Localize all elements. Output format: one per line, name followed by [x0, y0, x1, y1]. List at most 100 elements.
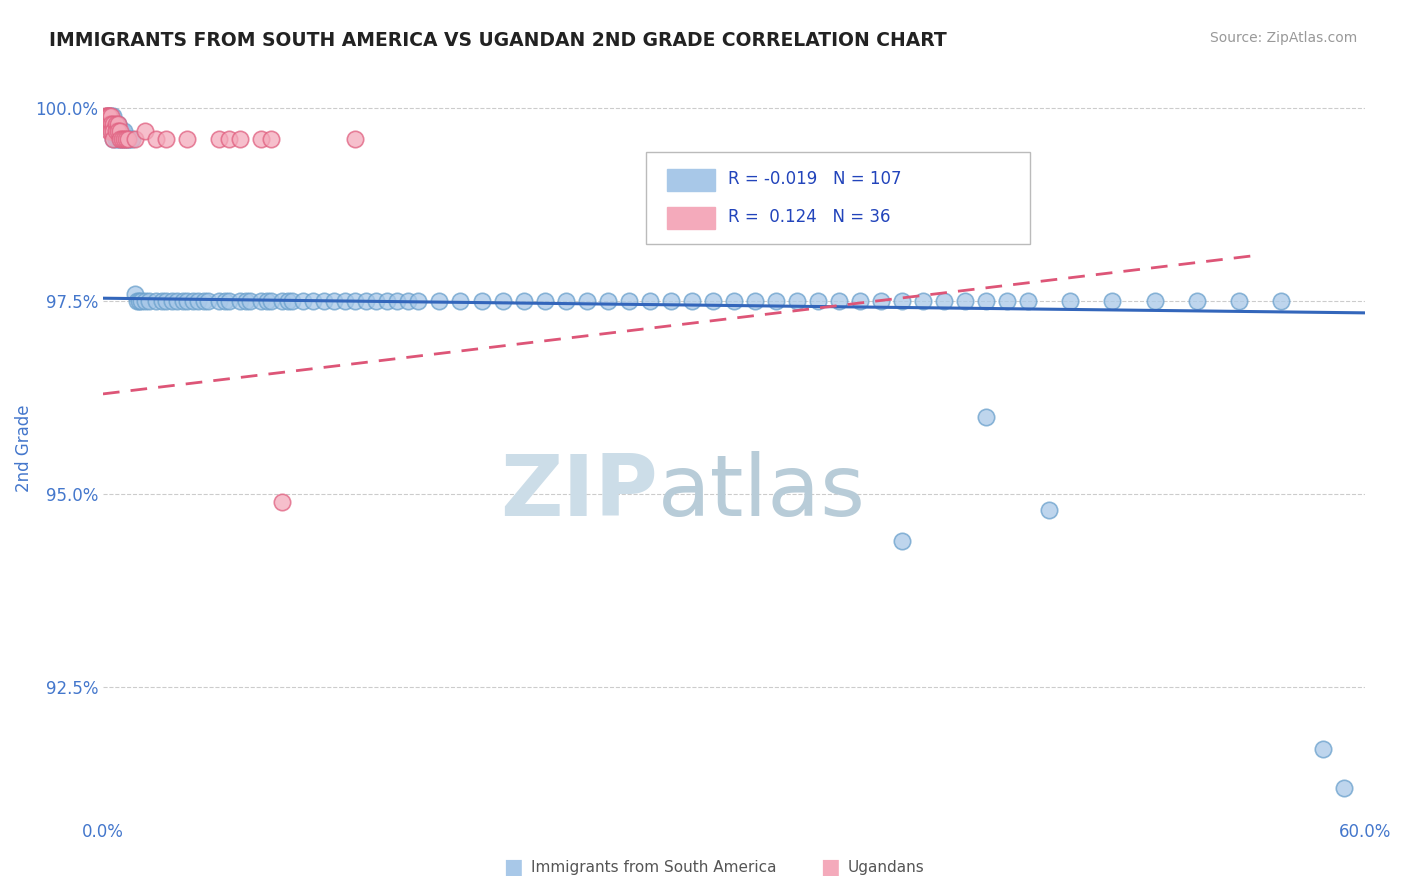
Point [103, 109, 125, 123]
Point [103, 132, 125, 146]
Point [96, 117, 118, 131]
Point [166, 294, 188, 309]
Point [512, 294, 534, 309]
Point [807, 294, 830, 309]
Point [124, 286, 146, 301]
Text: atlas: atlas [658, 451, 866, 534]
Point [108, 124, 131, 138]
Point [291, 294, 314, 309]
Bar [666, 169, 716, 191]
Point [1017, 294, 1039, 309]
Point [117, 132, 139, 146]
Point [112, 132, 135, 146]
Point [1038, 502, 1060, 516]
Point [228, 294, 250, 309]
Point [134, 124, 156, 138]
Point [172, 294, 194, 309]
Point [659, 294, 682, 309]
Point [98, 109, 121, 123]
Point [134, 294, 156, 309]
Point [112, 124, 135, 138]
Point [617, 294, 640, 309]
Point [108, 132, 131, 146]
Point [744, 294, 766, 309]
Point [208, 294, 231, 309]
Point [104, 124, 127, 138]
FancyBboxPatch shape [645, 152, 1031, 244]
Point [103, 124, 125, 138]
Point [235, 294, 257, 309]
Point [100, 124, 122, 138]
Point [344, 294, 367, 309]
Point [955, 294, 977, 309]
Point [107, 124, 129, 138]
Point [108, 132, 131, 146]
Point [366, 294, 388, 309]
Point [94, 109, 117, 123]
Point [239, 294, 262, 309]
Point [124, 132, 146, 146]
Point [107, 117, 129, 131]
Point [302, 294, 325, 309]
Point [155, 132, 177, 146]
Text: Ugandans: Ugandans [848, 860, 925, 874]
Point [974, 294, 997, 309]
Point [256, 294, 278, 309]
Point [912, 294, 935, 309]
Point [1270, 294, 1292, 309]
Point [596, 294, 619, 309]
Point [100, 109, 122, 123]
Point [260, 294, 283, 309]
Point [387, 294, 409, 309]
Point [104, 124, 127, 138]
Point [218, 132, 240, 146]
Point [270, 294, 292, 309]
Point [183, 294, 205, 309]
Point [96, 109, 118, 123]
Point [891, 533, 914, 548]
Point [681, 294, 703, 309]
Point [115, 132, 138, 146]
Point [176, 132, 198, 146]
Point [120, 132, 142, 146]
Point [145, 294, 167, 309]
Point [129, 294, 152, 309]
Point [344, 132, 367, 146]
Point [1333, 780, 1355, 795]
Point [1059, 294, 1081, 309]
Point [103, 117, 125, 131]
Point [228, 132, 250, 146]
Point [333, 294, 356, 309]
Point [115, 132, 138, 146]
Point [100, 124, 122, 138]
Point [995, 294, 1018, 309]
Point [934, 294, 956, 309]
Point [450, 294, 472, 309]
Point [121, 132, 143, 146]
Text: R =  0.124   N = 36: R = 0.124 N = 36 [727, 209, 890, 227]
Point [138, 294, 160, 309]
Point [96, 109, 118, 123]
Point [111, 132, 134, 146]
Text: Immigrants from South America: Immigrants from South America [531, 860, 778, 874]
Point [96, 109, 118, 123]
Y-axis label: 2nd Grade: 2nd Grade [15, 404, 32, 491]
Point [117, 132, 139, 146]
Point [396, 294, 419, 309]
Point [128, 294, 150, 309]
Point [408, 294, 430, 309]
Text: ■: ■ [820, 857, 839, 877]
Point [554, 294, 576, 309]
Point [1143, 294, 1166, 309]
Point [155, 294, 177, 309]
Point [100, 117, 122, 131]
Point [870, 294, 893, 309]
Point [98, 109, 121, 123]
Point [828, 294, 851, 309]
Point [187, 294, 209, 309]
Point [260, 132, 283, 146]
Point [270, 495, 292, 509]
Point [193, 294, 215, 309]
Point [98, 117, 121, 131]
Point [533, 294, 555, 309]
